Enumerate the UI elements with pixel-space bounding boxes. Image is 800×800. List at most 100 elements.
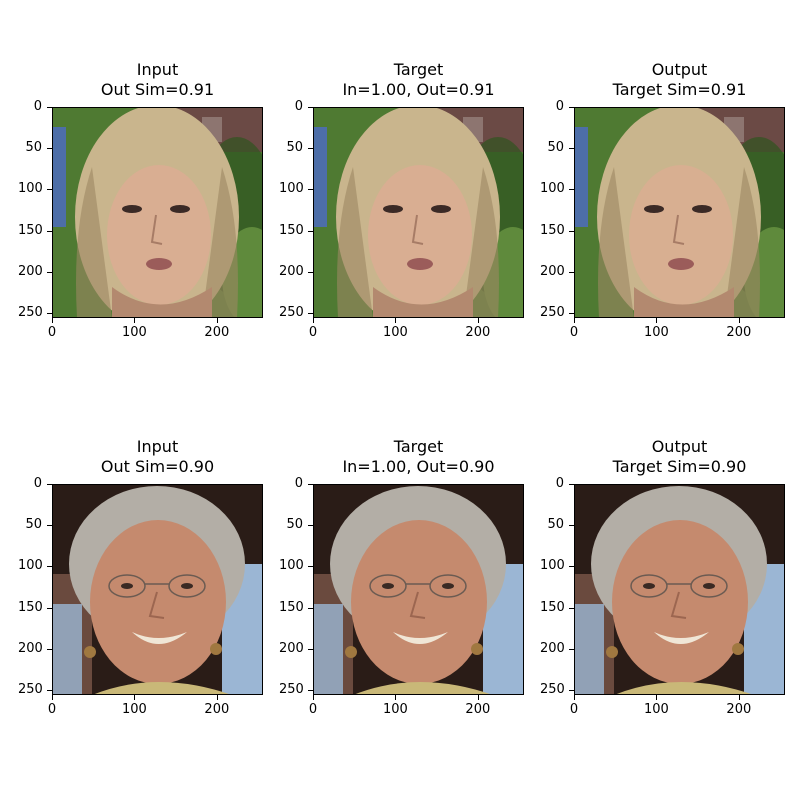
- y-tick-label: 50: [286, 517, 303, 533]
- y-tick-label: 150: [540, 599, 565, 615]
- image-panel-target: Target In=1.00, Out=0.90 0 50 100 150 200 250 0 1…: [279, 437, 524, 717]
- hair-strand: [202, 167, 238, 318]
- x-tick-label: 100: [644, 325, 669, 340]
- panel-title-line: Out Sim=0.91: [100, 80, 215, 99]
- y-tick-mark: [47, 525, 52, 527]
- eye: [644, 205, 664, 213]
- eye: [382, 583, 394, 589]
- y-tick-mark: [308, 107, 313, 108]
- y-tick-mark: [47, 189, 52, 191]
- x-tick-mark: [477, 318, 479, 323]
- face-image: [52, 484, 263, 695]
- y-tick-label: 200: [279, 640, 304, 656]
- hair-strand: [337, 167, 373, 318]
- panel-title-line: Output: [651, 437, 708, 456]
- glasses-lens: [369, 574, 407, 598]
- x-tick-label: 200: [204, 325, 230, 340]
- x-tick-mark: [52, 695, 53, 700]
- glasses-lens: [168, 574, 206, 598]
- x-tick-label: 0: [47, 325, 57, 340]
- eye: [442, 583, 454, 589]
- panel-title-line: Target: [393, 437, 444, 456]
- eye: [121, 583, 133, 589]
- y-tick-mark: [47, 607, 52, 609]
- mouth: [668, 258, 694, 270]
- y-tick-mark: [47, 566, 52, 568]
- earring: [606, 646, 618, 658]
- face: [368, 165, 472, 305]
- x-tick-mark: [656, 318, 658, 323]
- y-tick-label: 250: [540, 682, 565, 698]
- x-tick-mark: [395, 695, 397, 700]
- y-tick-mark: [308, 271, 313, 273]
- y-tick-label: 0: [33, 476, 42, 491]
- eye: [383, 205, 403, 213]
- shirt: [92, 682, 232, 695]
- y-tick-mark: [569, 313, 574, 315]
- y-tick-label: 150: [279, 599, 304, 615]
- earring: [345, 646, 357, 658]
- y-tick-label: 250: [279, 682, 304, 698]
- nose: [150, 214, 163, 245]
- blue-banner: [313, 127, 327, 227]
- y-tick-label: 100: [540, 558, 565, 574]
- x-tick-mark: [313, 695, 314, 700]
- panel-title: Input Out Sim=0.90: [12, 437, 303, 477]
- nose: [411, 214, 424, 245]
- y-tick-label: 100: [18, 181, 43, 197]
- neck: [112, 287, 212, 318]
- shirt: [614, 682, 754, 695]
- y-tick-label: 50: [547, 517, 564, 533]
- y-tick-mark: [308, 566, 313, 568]
- panel-title-line: Out Sim=0.90: [100, 457, 215, 476]
- x-tick-mark: [134, 695, 136, 700]
- y-tick-mark: [47, 690, 52, 692]
- y-tick-mark: [569, 566, 574, 568]
- y-tick-mark: [569, 271, 574, 273]
- x-tick-mark: [738, 695, 740, 700]
- x-tick-label: 200: [726, 325, 752, 340]
- x-tick-label: 0: [569, 325, 579, 340]
- y-tick-label: 0: [555, 476, 564, 491]
- face-image: [52, 107, 263, 318]
- y-tick-label: 0: [294, 476, 303, 491]
- x-tick-label: 100: [122, 325, 147, 340]
- eye: [643, 583, 655, 589]
- image-panel-target: Target In=1.00, Out=0.91 0 50 100 150 200 250 0 1…: [279, 60, 524, 340]
- y-tick-mark: [308, 690, 313, 692]
- y-tick-mark: [308, 484, 313, 485]
- y-tick-label: 50: [547, 140, 564, 156]
- panel-title-line: Input: [136, 437, 179, 456]
- hair-strand: [598, 167, 634, 318]
- face: [90, 520, 226, 684]
- y-tick-label: 100: [279, 181, 304, 197]
- earring: [210, 643, 222, 655]
- y-tick-label: 250: [540, 305, 565, 321]
- blue-banner: [574, 127, 588, 227]
- earring: [84, 646, 96, 658]
- face-image: [574, 484, 785, 695]
- y-tick-mark: [569, 230, 574, 232]
- y-tick-mark: [308, 525, 313, 527]
- nose: [148, 591, 165, 619]
- y-tick-label: 50: [286, 140, 303, 156]
- y-tick-mark: [569, 148, 574, 150]
- face-image: [313, 484, 524, 695]
- face: [612, 520, 748, 684]
- x-tick-mark: [134, 318, 136, 323]
- x-tick-mark: [52, 318, 53, 323]
- y-tick-label: 200: [279, 263, 304, 279]
- y-tick-label: 50: [25, 517, 42, 533]
- y-tick-label: 100: [279, 558, 304, 574]
- x-tick-label: 200: [726, 702, 752, 717]
- y-tick-label: 150: [540, 222, 565, 238]
- x-tick-mark: [574, 318, 575, 323]
- y-tick-label: 150: [18, 599, 43, 615]
- eye: [703, 583, 715, 589]
- panel-title: Target In=1.00, Out=0.91: [273, 60, 564, 100]
- x-tick-label: 0: [569, 702, 579, 717]
- face: [351, 520, 487, 684]
- x-tick-mark: [656, 695, 658, 700]
- panel-title: Output Target Sim=0.91: [534, 60, 800, 100]
- y-tick-label: 0: [33, 99, 42, 114]
